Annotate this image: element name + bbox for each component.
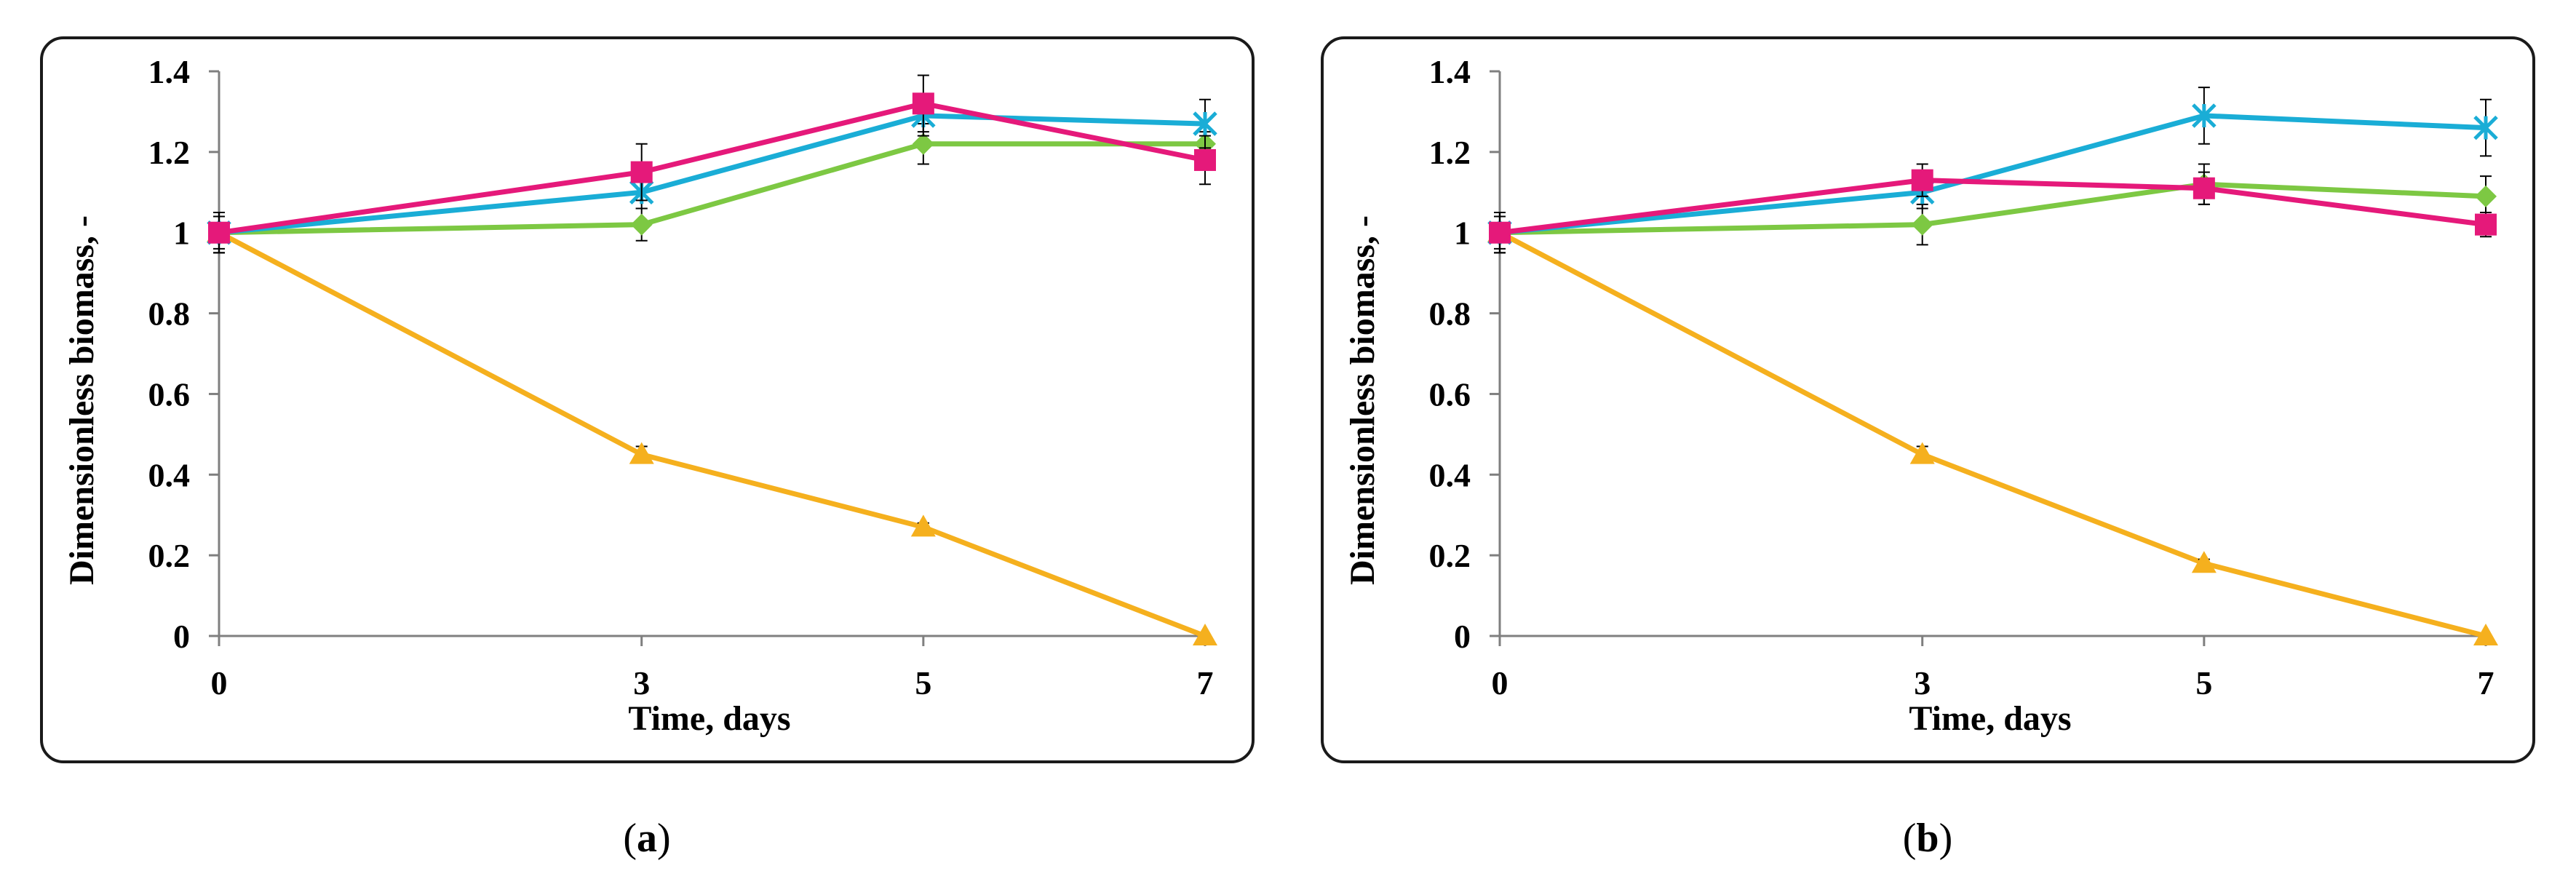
plot-area-a: 0 0.2 0.4 0.6 0.8 1 1.2 1.4 0 3 5 7 [148, 53, 1217, 701]
series-diamond-point [1911, 213, 1933, 236]
series-square-point [1489, 221, 1511, 244]
series-triangle-point [2191, 551, 2217, 573]
caption-a: (a) [623, 816, 670, 861]
series-diamond-line [1499, 181, 2486, 236]
y-tick-label: 1.2 [148, 134, 191, 171]
plot-area-b: 0 0.2 0.4 0.6 0.8 1 1.2 1.4 0 3 5 7 [1429, 53, 2498, 701]
series-square-point [1194, 148, 1216, 171]
panel-a: Dimensionless biomass, - Time, days 0 0.2… [40, 36, 1255, 763]
y-axis-title: Dimensionless biomass, - [63, 215, 101, 585]
series-diamond-point [912, 132, 934, 155]
x-tick-label: 3 [1914, 664, 1931, 701]
series-triangle-line [1498, 230, 2486, 639]
y-tick-label: 0.8 [148, 295, 191, 333]
series-triangle-point [910, 514, 936, 537]
series-square-point [1911, 169, 1933, 191]
series-square-point [2193, 177, 2215, 199]
x-tick-label: 5 [915, 664, 931, 701]
series-diamond-line [218, 141, 1205, 236]
x-axis-title: Time, days [628, 699, 790, 738]
series-diamond-point [2475, 185, 2497, 207]
y-tick-label: 0.4 [1429, 456, 1471, 493]
x-tick-label: 0 [211, 664, 228, 701]
y-tick-label: 0.8 [1429, 295, 1471, 333]
y-tick-label: 0 [173, 618, 190, 655]
x-tick-label: 5 [2195, 664, 2212, 701]
y-tick-label: 1.2 [1429, 134, 1471, 171]
series-square-line [218, 100, 1206, 236]
series-square-line [1499, 178, 2486, 236]
series-triangle-point [629, 442, 654, 464]
series-diamond-point [630, 213, 653, 236]
series-cross-line [1499, 113, 2486, 236]
panel-b: Dimensionless biomass, - Time, days 0 0.2… [1321, 36, 2535, 763]
x-tick-label: 7 [1197, 664, 1214, 701]
y-tick-label: 1.4 [148, 53, 191, 90]
series-triangle-point [2473, 624, 2498, 645]
y-tick-label: 0 [1454, 618, 1471, 655]
x-tick-label: 0 [1492, 664, 1508, 701]
y-tick-label: 0.4 [148, 456, 191, 493]
y-tick-label: 0.6 [1429, 375, 1471, 413]
series-cross-point [2192, 103, 2217, 128]
y-tick-label: 1 [1454, 215, 1471, 252]
y-axis-title: Dimensionless biomass, - [1343, 215, 1382, 585]
series-square-point [912, 92, 934, 115]
y-tick-label: 1 [173, 215, 190, 252]
caption-b: (b) [1903, 816, 1952, 861]
y-tick-label: 0.2 [148, 537, 191, 574]
series-cross-point [1193, 111, 1217, 136]
series-triangle-point [1909, 442, 1935, 464]
series-triangle-line [218, 230, 1206, 639]
series-triangle-point [1193, 624, 1217, 645]
panel-b-frame [1321, 36, 2535, 763]
series-square-point [630, 161, 653, 183]
y-tick-label: 0.2 [1429, 537, 1471, 574]
y-tick-label: 0.6 [148, 375, 191, 413]
x-tick-label: 7 [2478, 664, 2494, 701]
series-cross-point [2473, 115, 2498, 140]
series-square-point [2475, 213, 2497, 236]
x-axis-title: Time, days [1909, 699, 2071, 738]
x-tick-label: 3 [633, 664, 650, 701]
series-square-point [208, 221, 230, 244]
series-cross-line [218, 113, 1206, 236]
y-tick-label: 1.4 [1429, 53, 1471, 90]
